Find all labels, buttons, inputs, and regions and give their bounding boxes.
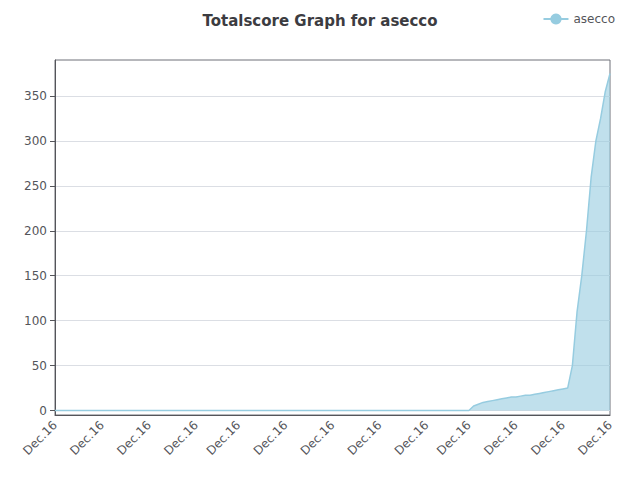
svg-text:Dec.16: Dec.16	[114, 418, 154, 458]
svg-text:Totalscore Graph for asecco: Totalscore Graph for asecco	[202, 12, 437, 30]
svg-text:asecco: asecco	[573, 12, 615, 26]
svg-text:200: 200	[24, 224, 47, 238]
svg-text:Dec.16: Dec.16	[204, 418, 244, 458]
svg-text:Dec.16: Dec.16	[251, 418, 291, 458]
svg-text:300: 300	[24, 134, 47, 148]
svg-text:50: 50	[32, 359, 47, 373]
svg-text:0: 0	[39, 404, 47, 418]
svg-text:Dec.16: Dec.16	[67, 418, 107, 458]
svg-text:100: 100	[24, 314, 47, 328]
svg-text:150: 150	[24, 269, 47, 283]
svg-text:Dec.16: Dec.16	[20, 418, 60, 458]
svg-text:Dec.16: Dec.16	[298, 418, 338, 458]
svg-text:Dec.16: Dec.16	[575, 418, 615, 458]
svg-text:Dec.16: Dec.16	[392, 418, 432, 458]
svg-text:250: 250	[24, 179, 47, 193]
svg-text:Dec.16: Dec.16	[481, 418, 521, 458]
svg-text:Dec.16: Dec.16	[161, 418, 201, 458]
svg-text:Dec.16: Dec.16	[345, 418, 385, 458]
svg-text:350: 350	[24, 89, 47, 103]
svg-text:Dec.16: Dec.16	[528, 418, 568, 458]
svg-text:Dec.16: Dec.16	[434, 418, 474, 458]
